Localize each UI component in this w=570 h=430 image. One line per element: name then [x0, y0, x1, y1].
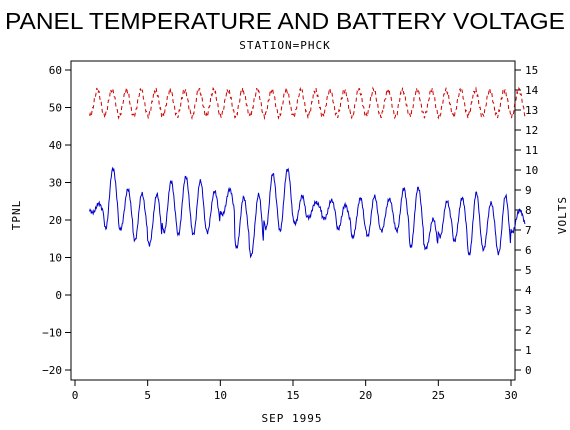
y-right-tick-label: 3 — [525, 304, 532, 317]
y-right-tick-label: 6 — [525, 244, 532, 257]
y-right-tick-label: 11 — [525, 144, 538, 157]
y-axis-left: −20 −10 0 10 20 30 40 50 60 — [42, 64, 71, 377]
y-left-tick-label: 10 — [49, 252, 62, 265]
y-left-tick-label: −10 — [42, 327, 62, 340]
y-axis-left-label: TPNL — [10, 200, 23, 231]
y-left-tick-label: 50 — [49, 102, 62, 115]
y-right-tick-label: 12 — [525, 124, 538, 137]
y-right-tick-label: 10 — [525, 164, 538, 177]
y-left-tick-label: 30 — [49, 177, 62, 190]
y-right-tick-label: 15 — [525, 64, 538, 77]
x-axis: 0 5 10 15 20 25 30 — [72, 380, 518, 402]
x-tick-label: 30 — [504, 389, 517, 402]
y-right-tick-label: 7 — [525, 224, 532, 237]
x-tick-label: 10 — [214, 389, 227, 402]
y-right-tick-label: 5 — [525, 264, 532, 277]
y-right-tick-label: 1 — [525, 344, 532, 357]
y-left-tick-label: 40 — [49, 139, 62, 152]
y-left-tick-label: 60 — [49, 64, 62, 77]
y-right-tick-label: 9 — [525, 184, 532, 197]
chart-title: PANEL TEMPERATURE AND BATTERY VOLTAGE — [5, 8, 565, 34]
y-right-tick-label: 8 — [525, 204, 532, 217]
y-right-tick-label: 4 — [525, 284, 532, 297]
y-left-tick-label: 0 — [55, 289, 62, 302]
y-right-tick-label: 2 — [525, 324, 532, 337]
y-left-tick-label: −20 — [42, 364, 62, 377]
x-tick-label: 0 — [72, 389, 79, 402]
voltage-line — [89, 86, 526, 121]
y-right-tick-label: 13 — [525, 104, 538, 117]
y-right-tick-label: 0 — [525, 364, 532, 377]
x-axis-label: SEP 1995 — [262, 412, 323, 425]
y-axis-right-label: VOLTS — [556, 196, 569, 234]
chart-subtitle: STATION=PHCK — [239, 39, 330, 52]
y-left-tick-label: 20 — [49, 214, 62, 227]
series-layer — [89, 86, 526, 259]
x-tick-label: 20 — [359, 389, 372, 402]
temperature-line — [89, 166, 526, 259]
x-tick-label: 25 — [432, 389, 445, 402]
x-tick-label: 5 — [144, 389, 151, 402]
x-tick-label: 15 — [286, 389, 299, 402]
y-right-tick-label: 14 — [525, 84, 539, 97]
